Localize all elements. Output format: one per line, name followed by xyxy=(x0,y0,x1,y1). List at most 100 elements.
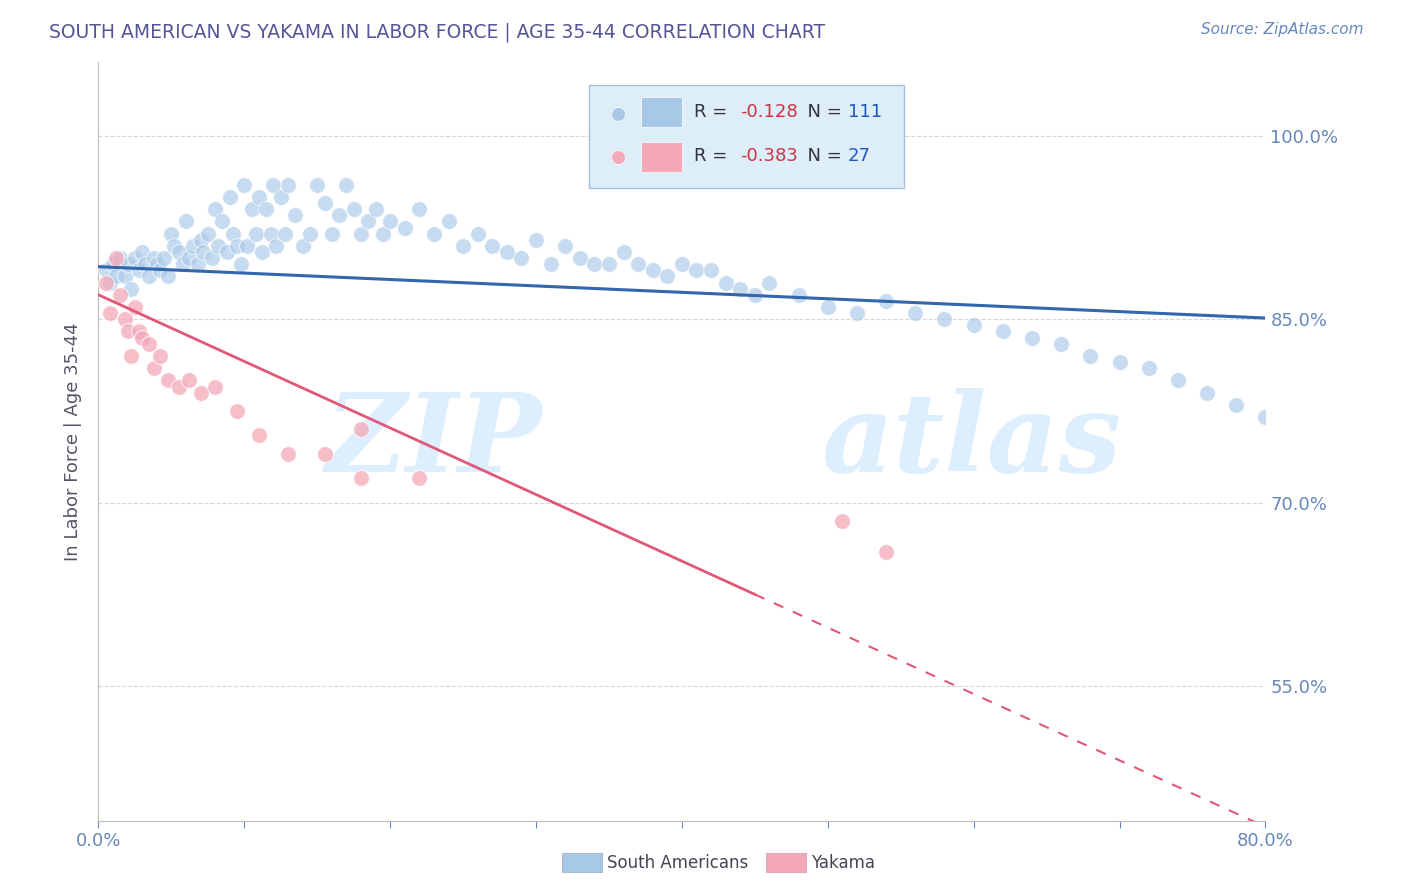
Point xyxy=(134,257,156,271)
Point xyxy=(350,471,373,485)
Point xyxy=(583,257,606,271)
Point xyxy=(554,239,576,253)
Point xyxy=(730,282,752,296)
Point xyxy=(104,269,127,284)
Text: -0.128: -0.128 xyxy=(741,103,799,120)
FancyBboxPatch shape xyxy=(641,96,682,127)
Point xyxy=(131,330,153,344)
Point xyxy=(149,349,172,363)
Point xyxy=(274,227,297,241)
Point xyxy=(204,202,226,217)
Point xyxy=(1021,330,1043,344)
Point xyxy=(157,373,180,387)
Point xyxy=(277,447,299,461)
Text: N =: N = xyxy=(796,146,848,165)
Point xyxy=(1108,355,1130,369)
Point xyxy=(737,282,759,296)
Point xyxy=(190,233,212,247)
Point xyxy=(177,251,200,265)
Point xyxy=(831,514,853,528)
Text: ZIP: ZIP xyxy=(325,388,541,495)
Point xyxy=(231,257,253,271)
Point xyxy=(737,211,759,226)
Text: South Americans: South Americans xyxy=(607,855,748,872)
Text: -0.383: -0.383 xyxy=(741,146,799,165)
Point xyxy=(314,196,336,211)
FancyBboxPatch shape xyxy=(589,85,904,187)
Point xyxy=(98,306,121,320)
Point xyxy=(240,202,263,217)
Point xyxy=(101,257,124,271)
Point xyxy=(167,379,190,393)
Point xyxy=(204,379,226,393)
Point xyxy=(934,312,956,326)
Point xyxy=(110,251,132,265)
Point xyxy=(163,239,186,253)
Point xyxy=(1341,447,1364,461)
Point xyxy=(211,214,233,228)
Point xyxy=(190,385,212,400)
Point xyxy=(226,404,249,418)
Point xyxy=(262,178,284,192)
Point xyxy=(314,447,336,461)
Point xyxy=(138,336,160,351)
Text: Yakama: Yakama xyxy=(811,855,876,872)
Point xyxy=(146,257,169,271)
Point xyxy=(568,251,591,265)
Point xyxy=(94,276,117,290)
Point xyxy=(991,325,1014,339)
Text: 27: 27 xyxy=(848,146,870,165)
Point xyxy=(277,178,299,192)
Point xyxy=(328,208,350,222)
Point xyxy=(128,263,150,277)
Text: R =: R = xyxy=(693,103,733,120)
Point xyxy=(104,251,127,265)
Point xyxy=(131,245,153,260)
Point xyxy=(124,300,146,314)
Point xyxy=(1050,336,1073,351)
Point xyxy=(236,239,259,253)
Point xyxy=(247,428,270,442)
Point xyxy=(817,300,839,314)
Text: N =: N = xyxy=(796,103,848,120)
Point xyxy=(167,245,190,260)
Point xyxy=(1195,385,1218,400)
Point xyxy=(496,245,519,260)
Point xyxy=(1284,422,1306,436)
Point xyxy=(187,257,209,271)
Point xyxy=(259,227,281,241)
Point xyxy=(875,544,897,558)
Point xyxy=(467,227,489,241)
Point xyxy=(364,202,387,217)
Point xyxy=(904,306,927,320)
Point xyxy=(110,287,132,301)
Point xyxy=(350,422,373,436)
Point xyxy=(114,312,136,326)
Point xyxy=(298,227,321,241)
Point xyxy=(437,214,460,228)
Point xyxy=(962,318,984,333)
Point xyxy=(221,227,243,241)
Point xyxy=(201,251,224,265)
Text: 111: 111 xyxy=(848,103,882,120)
Point xyxy=(157,269,180,284)
Point xyxy=(758,276,780,290)
Point xyxy=(612,245,634,260)
Point xyxy=(343,202,366,217)
Point xyxy=(245,227,267,241)
Text: atlas: atlas xyxy=(823,388,1122,495)
Point xyxy=(120,349,142,363)
Point xyxy=(124,251,146,265)
Point xyxy=(875,293,897,308)
Point xyxy=(540,257,562,271)
Text: R =: R = xyxy=(693,146,733,165)
FancyBboxPatch shape xyxy=(641,142,682,172)
Point xyxy=(671,257,693,271)
Point xyxy=(481,239,503,253)
Point xyxy=(657,269,679,284)
Point xyxy=(1225,398,1247,412)
Point xyxy=(451,239,474,253)
Point xyxy=(380,214,402,228)
Point xyxy=(350,227,373,241)
Point xyxy=(307,178,329,192)
